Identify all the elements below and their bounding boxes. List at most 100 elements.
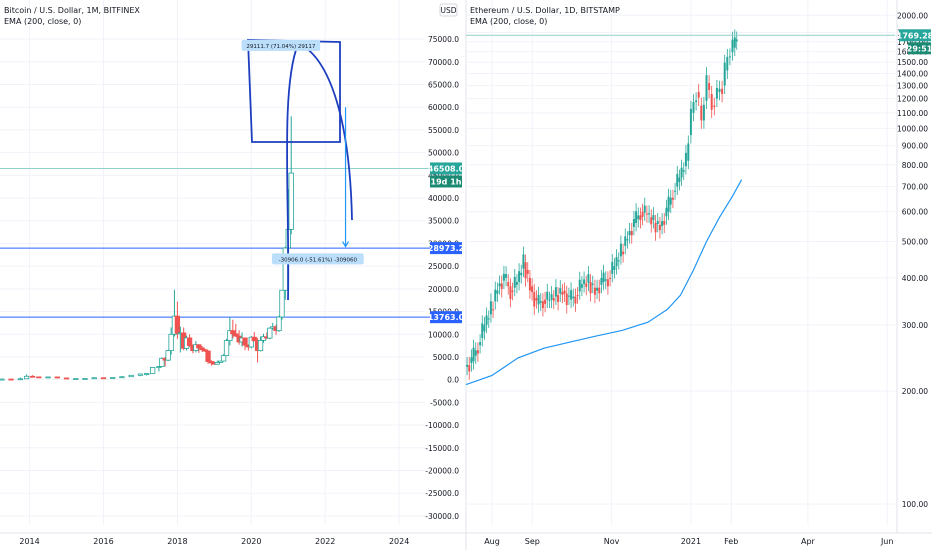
eth-candle-body xyxy=(546,291,549,300)
eth-candle-body xyxy=(574,296,577,304)
eth-candle-body xyxy=(613,266,616,270)
eth-candle-body xyxy=(630,230,633,236)
btc-candle-body xyxy=(119,376,125,379)
eth-candle-body xyxy=(489,301,492,315)
btc-candle-body xyxy=(165,350,171,361)
eth-candle-body xyxy=(485,315,488,325)
btc-x-tick-label: 2020 xyxy=(241,537,261,546)
eth-candle-body xyxy=(676,174,679,187)
btc-y-tick-label: 20000.0 xyxy=(428,285,459,294)
eth-candle-body xyxy=(682,170,685,172)
eth-title: Ethereum / U.S. Dollar, 1D, BITSTAMP xyxy=(470,6,620,15)
eth-candle-body xyxy=(505,274,508,278)
eth-candle-body xyxy=(671,197,674,200)
btc-y-tick-label: -20000.0 xyxy=(425,467,459,476)
btc-candle-body xyxy=(8,378,14,381)
btc-pane-background xyxy=(0,0,466,550)
btc-y-tick-label: 5000.0 xyxy=(433,353,459,362)
btc-y-tick-label: 25000.0 xyxy=(428,262,459,271)
btc-candle-body xyxy=(199,347,205,351)
eth-y-tick-label: 700.00 xyxy=(902,183,928,192)
eth-candle-body xyxy=(494,289,497,302)
eth-candle-body xyxy=(583,279,586,285)
btc-candle-body xyxy=(0,378,5,381)
eth-candle-body xyxy=(611,261,614,274)
btc-price-tag xyxy=(430,311,462,324)
eth-candle-body xyxy=(468,364,471,372)
eth-candle-body xyxy=(669,197,672,205)
btc-candle-body xyxy=(205,350,211,362)
eth-candle-body xyxy=(539,301,542,303)
btc-candle-body xyxy=(230,330,236,335)
eth-candle-body xyxy=(487,318,490,320)
btc-candle-body xyxy=(214,362,220,365)
eth-candle-body xyxy=(645,213,648,215)
eth-candle-body xyxy=(723,62,726,86)
drawn-curve-right[interactable] xyxy=(299,43,353,221)
btc-candle-body xyxy=(267,327,273,339)
eth-countdown-label: 29:51 xyxy=(907,44,932,53)
btc-candle-body xyxy=(279,289,285,318)
btc-x-tick-label: 2014 xyxy=(19,537,39,546)
btc-candle-body xyxy=(223,340,230,357)
btc-y-tick-label: 10000.0 xyxy=(428,330,459,339)
eth-candle-body xyxy=(548,299,551,301)
usd-unit-badge[interactable] xyxy=(439,3,458,17)
btc-ema-label[interactable]: EMA (200, close, 0) xyxy=(4,17,81,26)
btc-candle-body xyxy=(257,339,264,352)
eth-candle-body xyxy=(680,167,683,178)
eth-x-axis[interactable]: Aug Sep Nov 2021 Feb Apr Jun xyxy=(466,532,932,546)
btc-horizontal-lines xyxy=(0,167,430,318)
btc-candle-body xyxy=(149,367,156,374)
eth-candle-body xyxy=(507,282,510,287)
btc-y-tick-label: -10000.0 xyxy=(425,421,459,430)
btc-price-tags: 46508.0 28973.2 13763.0 19d 1h xyxy=(428,162,465,324)
btc-x-axis[interactable]: 2014 2016 2018 2020 2022 2024 xyxy=(0,532,466,546)
usd-unit-label[interactable]: USD xyxy=(440,6,456,15)
btc-annotation-box xyxy=(271,253,364,265)
eth-ema-line xyxy=(465,179,743,386)
eth-candle-body xyxy=(476,350,479,354)
eth-candle-body xyxy=(522,254,525,269)
eth-candle-body xyxy=(531,286,534,293)
eth-x-tick-label: Jun xyxy=(880,537,894,546)
eth-candle-body xyxy=(474,350,477,356)
btc-y-tick-label: 65000.0 xyxy=(428,80,459,89)
btc-candle-body xyxy=(251,336,257,342)
eth-candle-body xyxy=(708,83,711,90)
eth-x-tick-label: 2021 xyxy=(681,537,701,546)
eth-candle-body xyxy=(535,298,538,301)
eth-candle-body xyxy=(692,102,695,113)
btc-y-axis[interactable]: 75000.0 70000.0 65000.0 60000.0 55000.0 50000… xyxy=(425,35,459,521)
eth-candle-body xyxy=(598,287,601,294)
eth-y-tick-label: 500.00 xyxy=(902,238,928,247)
eth-candle-body xyxy=(626,239,629,241)
eth-candle-body xyxy=(628,230,631,236)
btc-candle-body xyxy=(144,373,150,375)
eth-candle-body xyxy=(661,221,664,226)
btc-candle-body xyxy=(17,378,23,381)
btc-candle-body xyxy=(91,377,97,380)
btc-measure-arrowhead[interactable] xyxy=(342,241,350,248)
btc-candle-body xyxy=(45,376,51,379)
btc-candle-body xyxy=(233,333,239,337)
btc-candle-body xyxy=(248,336,254,348)
eth-candle-body xyxy=(604,279,607,281)
eth-candle-body xyxy=(652,215,655,221)
btc-candle-body xyxy=(159,357,165,367)
eth-y-tick-label: 1100.00 xyxy=(897,109,928,118)
btc-measure-arrow[interactable] xyxy=(342,107,350,248)
eth-candle-body xyxy=(733,37,736,48)
eth-candle-body xyxy=(492,309,495,311)
eth-candle-body xyxy=(665,207,668,217)
eth-candle-body xyxy=(674,190,677,192)
eth-candle-body xyxy=(498,283,501,287)
btc-candle-body xyxy=(54,376,60,379)
btc-annotation-text: 29111.7 (71.04%) 29117 xyxy=(246,44,316,50)
btc-title: Bitcoin / U.S. Dollar, 1M, BITFINEX xyxy=(4,6,140,15)
eth-candle-body xyxy=(731,39,734,53)
eth-candle-body xyxy=(567,295,570,297)
eth-ema-label[interactable]: EMA (200, close, 0) xyxy=(470,17,547,26)
eth-candle-body xyxy=(619,243,622,257)
